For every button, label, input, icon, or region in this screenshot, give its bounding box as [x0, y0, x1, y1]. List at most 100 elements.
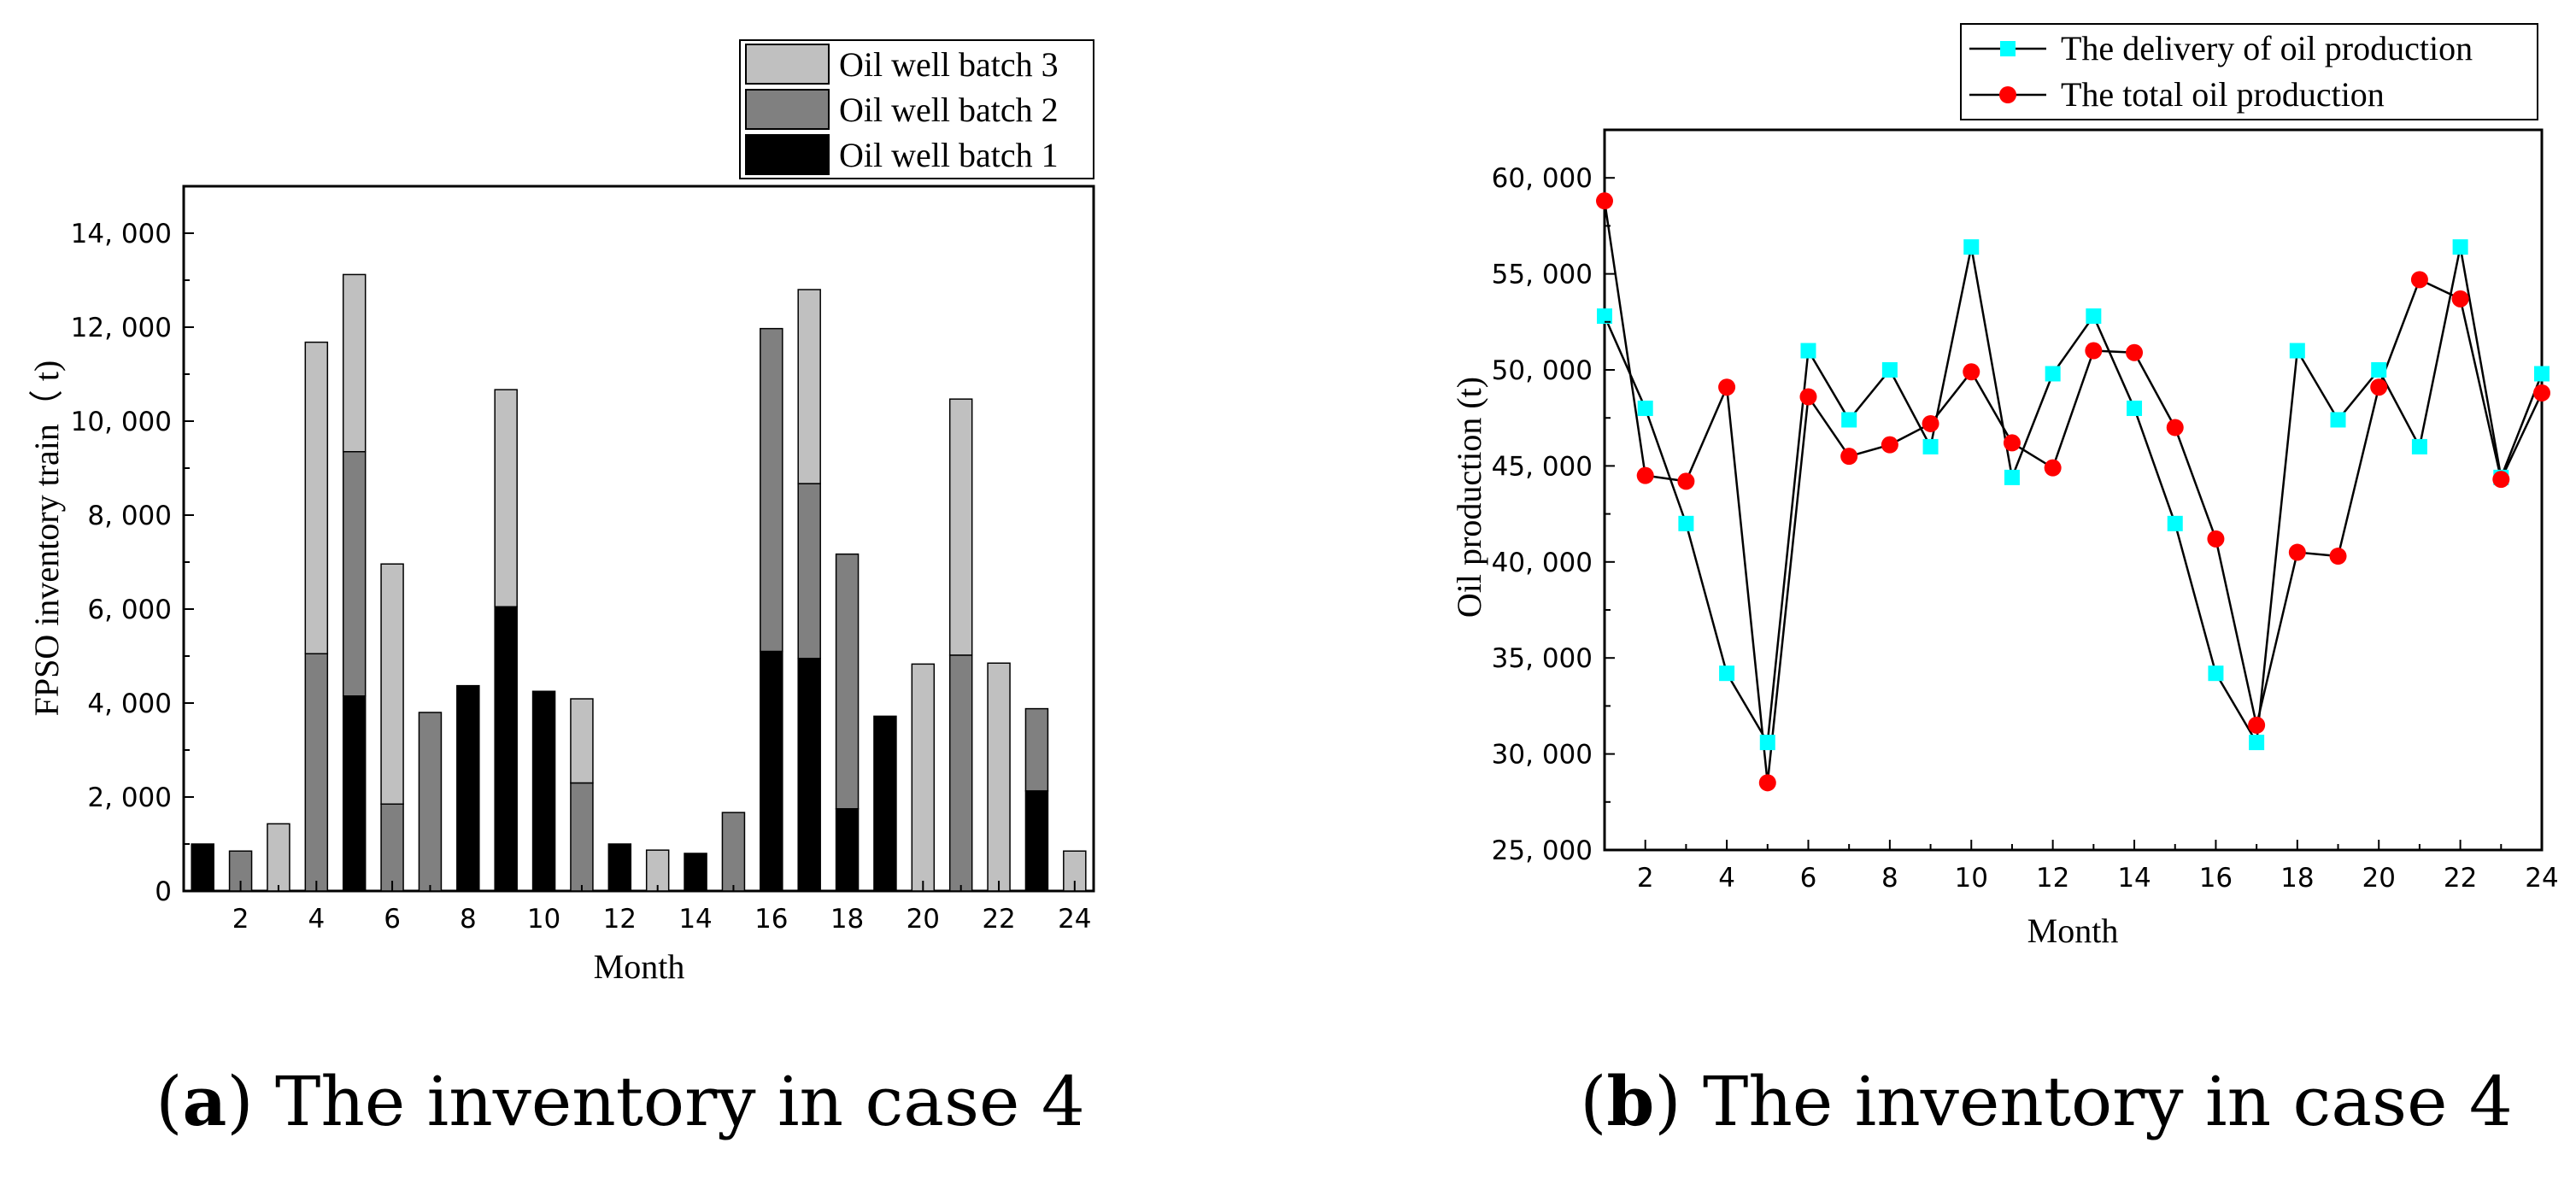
bar-month-17-batch-3: [797, 289, 821, 484]
bar-month-5-batch-2: [342, 451, 367, 697]
bar-month-16-batch-1: [760, 650, 783, 892]
plot-frame-a: [182, 185, 1095, 893]
marker-total-month-22: [2451, 290, 2469, 308]
marker-delivery-month-3: [1678, 515, 1694, 531]
bar-month-23-batch-2: [1024, 707, 1049, 792]
x-tick-label-a: 14: [678, 904, 712, 935]
marker-delivery-month-11: [2004, 469, 2020, 485]
legend-frame-b: [1960, 23, 2538, 120]
marker-total-month-8: [1881, 436, 1898, 454]
y-tick-label-a: 0: [155, 876, 172, 907]
bar-month-6-batch-3: [380, 563, 404, 805]
x-tick-label-b: 12: [2036, 863, 2069, 894]
x-tick-label-b: 16: [2199, 863, 2233, 894]
series-line-1: [1603, 246, 2544, 747]
marker-delivery-month-9: [1922, 438, 1939, 454]
marker-delivery-month-6: [1800, 343, 1816, 359]
marker-total-month-9: [1922, 414, 1939, 432]
marker-delivery-month-19: [2330, 412, 2346, 428]
x-tick-label-a: 22: [982, 904, 1015, 935]
legend-label-b: The delivery of oil production: [2061, 29, 2473, 67]
bar-month-17-batch-2: [797, 483, 821, 659]
x-tick-label-a: 10: [527, 904, 560, 935]
bar-month-13-batch-3: [645, 849, 670, 892]
x-tick-label-b: 22: [2444, 863, 2477, 894]
marker-delivery-month-2: [1637, 400, 1653, 416]
marker-delivery-month-22: [2452, 239, 2468, 255]
y-tick-label-a: 8, 000: [87, 501, 172, 531]
x-tick-label-b: 10: [1955, 863, 1988, 894]
bar-month-4-batch-3: [304, 341, 329, 654]
panel-a-bar-chart: 0 2, 000 4, 000 6, 000 8, 000 10, 000 12, 000 1…: [27, 39, 1095, 986]
x-tick-label-b: 2: [1637, 863, 1654, 894]
x-tick-label-b: 18: [2280, 863, 2314, 894]
caption-a-letter: a: [182, 1061, 226, 1141]
x-tick-label-a: 12: [603, 904, 637, 935]
y-tick-label-b: 40, 000: [1492, 548, 1593, 578]
legend-swatch-a: [745, 44, 830, 85]
marker-total-month-16: [2207, 530, 2225, 548]
marker-total-month-3: [1677, 472, 1695, 490]
x-tick-label-b: 20: [2362, 863, 2395, 894]
marker-total-month-7: [1840, 448, 1858, 466]
caption-b-text: The inventory in case 4: [1703, 1062, 2513, 1141]
bar-month-21-batch-2: [948, 654, 973, 892]
y-tick-label-b: 60, 000: [1492, 163, 1593, 194]
bar-month-17-batch-1: [797, 658, 821, 892]
bar-month-11-batch-3: [570, 698, 594, 784]
legend-label-a: Oil well batch 2: [839, 91, 1059, 129]
marker-total-month-5: [1758, 774, 1776, 792]
x-tick-label-a: 20: [907, 904, 940, 935]
marker-total-month-23: [2492, 471, 2510, 489]
marker-delivery-month-4: [1719, 665, 1735, 682]
y-tick-label-a: 2, 000: [87, 782, 172, 813]
marker-delivery-month-5: [1759, 735, 1775, 751]
marker-total-month-12: [2044, 459, 2062, 477]
legend-swatch-a: [745, 134, 830, 175]
x-tick-label-b: 24: [2525, 863, 2558, 894]
x-axis-title-a: Month: [594, 947, 685, 986]
bar-month-18-batch-2: [835, 553, 860, 810]
caption-a-text: The inventory in case 4: [275, 1062, 1085, 1141]
marker-delivery-month-15: [2167, 515, 2183, 531]
x-tick-label-b: 14: [2117, 863, 2151, 894]
bar-group-a: [191, 273, 1087, 892]
x-tick-label-a: 18: [830, 904, 864, 935]
marker-delivery-month-17: [2249, 735, 2265, 751]
x-axis-a: 2 4 6 8 10 12 14 16 18 20 22 24: [202, 881, 1092, 935]
bar-month-9-batch-1: [494, 606, 518, 892]
marker-delivery-month-1: [1597, 308, 1612, 325]
legend-label-a: Oil well batch 3: [839, 45, 1059, 84]
marker-total-month-2: [1636, 466, 1654, 484]
legend-marker-b: [1999, 86, 2016, 103]
bar-month-7-batch-2: [418, 712, 443, 892]
bar-month-20-batch-3: [911, 663, 936, 892]
marker-delivery-month-14: [2127, 400, 2143, 416]
marker-total-month-20: [2370, 378, 2388, 396]
legend-label-a: Oil well batch 1: [839, 136, 1059, 174]
marker-total-month-13: [2085, 342, 2103, 360]
bar-month-18-batch-1: [835, 808, 860, 892]
bar-month-5-batch-3: [342, 273, 367, 453]
marker-total-month-18: [2288, 543, 2306, 561]
bar-month-15-batch-2: [721, 812, 746, 892]
marker-total-month-4: [1718, 378, 1736, 396]
marker-total-month-15: [2166, 419, 2184, 437]
marker-delivery-month-10: [1963, 239, 1980, 255]
marker-delivery-month-21: [2411, 438, 2427, 454]
marker-delivery-month-8: [1881, 362, 1898, 378]
marker-total-month-11: [2003, 434, 2021, 452]
marker-delivery-month-24: [2534, 366, 2550, 382]
x-tick-label-b: 8: [1881, 863, 1898, 894]
marker-total-month-1: [1596, 192, 1613, 210]
legend-b: The delivery of oil production The total …: [1960, 23, 2538, 120]
marker-delivery-month-13: [2086, 308, 2102, 325]
legend-a: Oil well batch 3 Oil well batch 2 Oil well…: [739, 39, 1094, 179]
y-axis-title-a: FPSO inventory train（ t): [27, 360, 66, 717]
marker-total-month-10: [1963, 363, 1980, 381]
bar-month-10-batch-1: [531, 690, 556, 892]
y-tick-label-a: 10, 000: [71, 407, 172, 437]
bar-month-19-batch-1: [873, 715, 897, 892]
marker-total-month-17: [2248, 716, 2266, 734]
